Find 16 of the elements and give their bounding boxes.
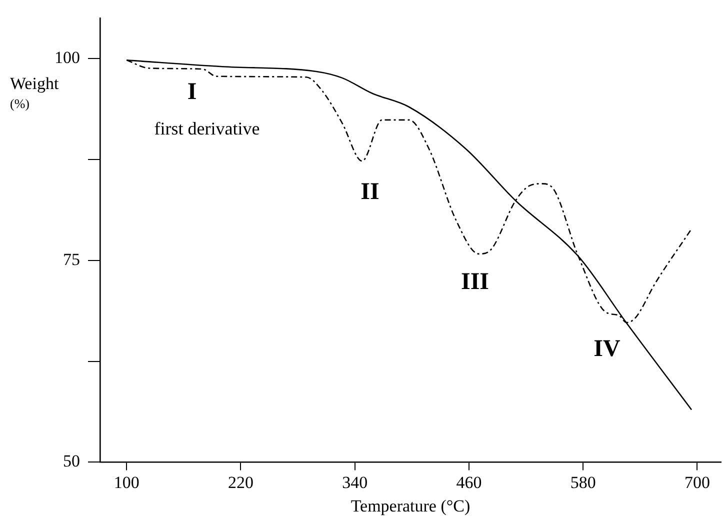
annotation: III <box>460 269 490 296</box>
x-tick-label: 580 <box>570 472 596 492</box>
annotation: I <box>187 79 197 106</box>
y-tick-label: 100 <box>54 48 80 68</box>
y-tick-label: 50 <box>63 452 80 471</box>
x-tick-label: 460 <box>456 472 482 492</box>
annotation: first derivative <box>154 118 260 139</box>
x-tick-label: 700 <box>684 472 710 492</box>
y-axis-title: Weight (%) <box>10 74 59 111</box>
x-tick-label: 340 <box>342 472 368 492</box>
x-tick-label: 100 <box>114 472 140 492</box>
annotation: IV <box>594 336 622 362</box>
y-tick-label: 75 <box>63 250 80 269</box>
x-axis-title: Temperature (°C) <box>350 496 470 516</box>
x-tick-label: 220 <box>228 472 254 492</box>
annotation: II <box>360 179 380 206</box>
